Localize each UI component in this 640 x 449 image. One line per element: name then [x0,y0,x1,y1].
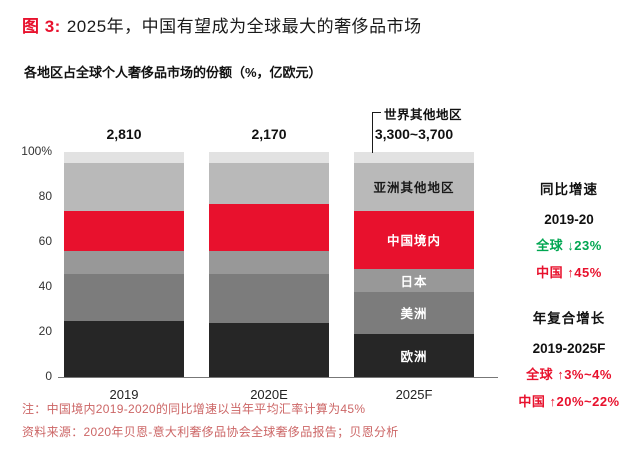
stats-section-title-1: 同比增速 [540,182,598,197]
figure-title: 图 3: 2025年，中国有望成为全球最大的奢侈品市场 [22,12,422,37]
y-tick-20: 20 [38,324,52,338]
x-label-2019: 2019 [109,387,139,402]
bar-total-2020E: 2,170 [251,126,287,142]
segment-2020E-日本 [209,251,329,274]
segment-2019-美洲 [64,273,184,321]
stats-section-title-2: 年复合增长 [532,311,606,326]
segment-2020E-欧洲 [209,323,329,377]
x-label-2025F: 2025F [395,387,433,402]
source-note: 资料来源：2020年贝恩-意大利奢侈品协会全球奢侈品报告；贝恩分析 [22,425,399,439]
y-tick-40: 40 [38,279,52,293]
segment-2019-欧洲 [64,320,184,377]
segment-2025F-欧洲: 欧洲 [354,334,474,377]
stats-period-2: 2019-2025F [532,341,606,356]
stat-中国: 中国 ↑45% [536,265,602,280]
figure-tag: 图 3: [22,17,61,36]
segment-2019-中国境内 [64,210,184,251]
segment-2020E-中国境内 [209,203,329,251]
figure-title-text: 2025年，中国有望成为全球最大的奢侈品市场 [66,17,422,36]
bar-total-2019: 2,810 [106,126,142,142]
segment-2025F-亚洲其他地区: 亚洲其他地区 [354,163,474,211]
y-tick-80: 80 [38,189,52,203]
stat-中国: 中国 ↑20%~22% [518,394,620,409]
callout-label: 世界其他地区 [384,108,463,122]
segment-2025F-中国境内: 中国境内 [354,210,474,269]
bar-2020E [209,152,329,377]
segment-2025F-美洲: 美洲 [354,291,474,335]
segment-2019-日本 [64,251,184,274]
segment-2020E-美洲 [209,273,329,323]
y-tick-100: 100% [21,144,52,158]
y-tick-60: 60 [38,234,52,248]
segment-2025F-日本: 日本 [354,269,474,292]
callout-connector-line [372,112,381,153]
segment-label-中国境内: 中国境内 [386,234,441,249]
x-label-2020E: 2020E [250,387,288,402]
stats-period-1: 2019-20 [544,212,594,227]
segment-label-欧洲: 欧洲 [400,350,428,365]
stats-panel: 同比增速 2019-20 全球 ↓23% 中国 ↑45% 年复合增长 2019-2025F… [501,178,637,410]
footnote: 注：中国境内2019-2020的同比增速以当年平均汇率计算为45% [22,402,366,416]
y-tick-0: 0 [45,369,52,383]
bar-2019 [64,152,184,377]
stat-全球: 全球 ↓23% [536,238,602,253]
segment-2020E-亚洲其他地区 [209,163,329,204]
segment-2019-世界其他地区 [64,152,184,164]
segment-2019-亚洲其他地区 [64,163,184,211]
bar-2025F: 欧洲 美洲 日本 中国境内 亚洲其他地区 [354,152,474,377]
stat-全球: 全球 ↑3%~4% [526,367,612,382]
segment-label-亚洲其他地区: 亚洲其他地区 [373,181,455,196]
bar-total-2025F: 3,300~3,700 [374,126,454,142]
chart-subtitle: 各地区占全球个人奢侈品市场的份额（%，亿欧元） [24,65,322,80]
segment-2025F-世界其他地区 [354,152,474,164]
segment-label-美洲: 美洲 [400,307,428,322]
segment-2020E-世界其他地区 [209,152,329,164]
segment-label-日本: 日本 [400,274,428,289]
bar-chart-plot-area: 100% 80 60 40 20 0 2,810 2019 2,170 2020E 欧洲 美洲 日本 中国… [21,126,498,402]
